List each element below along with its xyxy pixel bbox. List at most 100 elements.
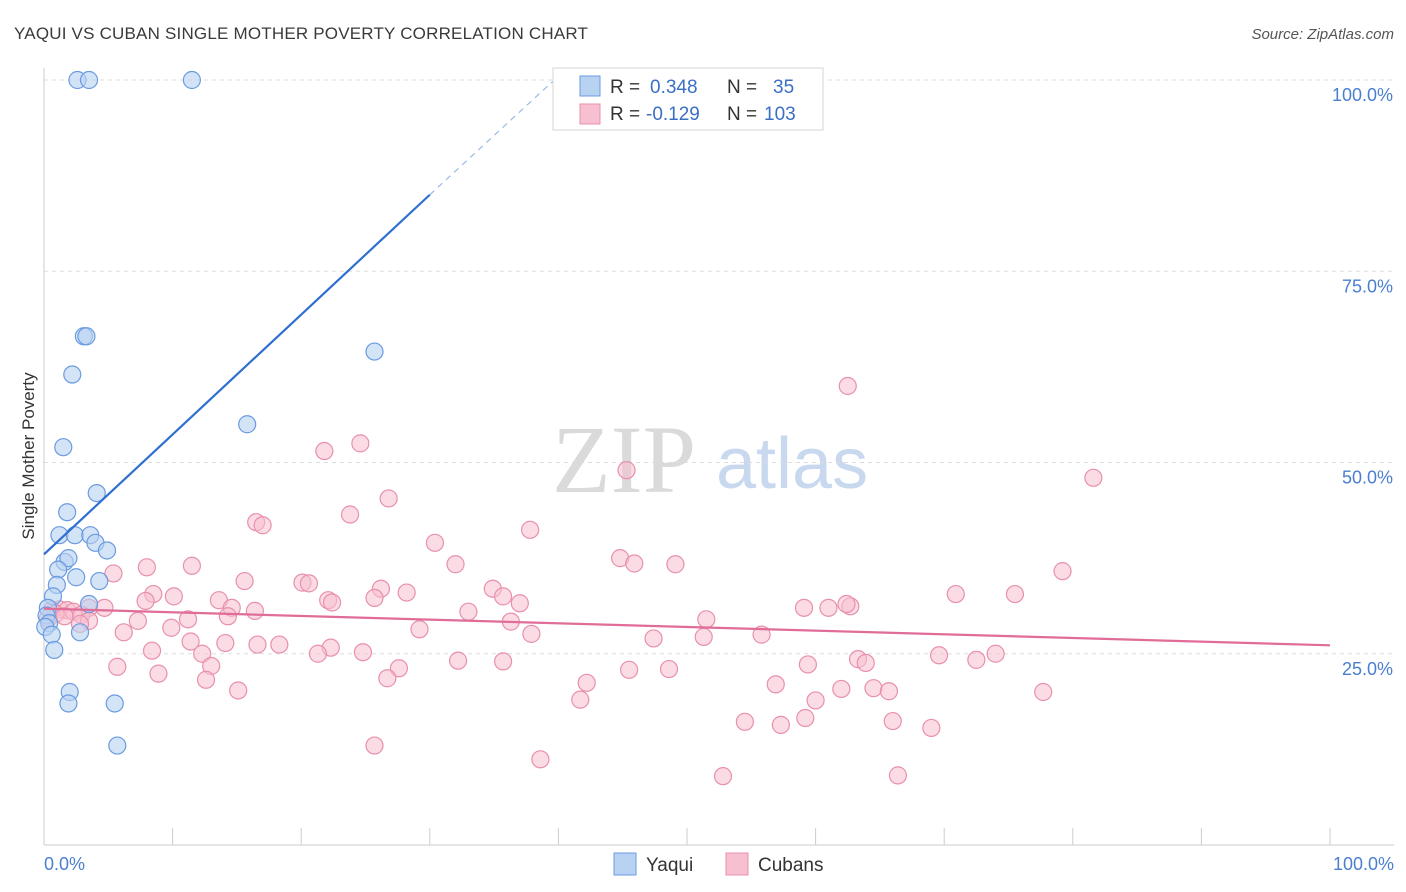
cubans-point	[446, 555, 465, 574]
cubans-point	[216, 633, 235, 653]
series-yaqui	[36, 70, 384, 755]
cubans-point	[838, 376, 857, 396]
cubans-point	[136, 591, 155, 611]
x-tick-label-max: 100.0%	[1333, 854, 1394, 874]
cubans-point	[617, 461, 636, 480]
watermark-atlas: atlas	[716, 424, 868, 504]
watermark: ZIP atlas	[552, 406, 868, 513]
cubans-point	[128, 611, 147, 630]
yaqui-point	[182, 70, 201, 90]
cubans-point	[625, 554, 644, 573]
cubans-point	[967, 650, 986, 669]
cubans-point	[494, 652, 513, 671]
cubans-point	[735, 712, 754, 731]
y-tick-label: 25.0%	[1342, 659, 1393, 679]
cubans-point	[620, 660, 639, 679]
cubans-point	[794, 598, 814, 617]
cubans-point	[494, 587, 513, 606]
trend-lines	[43, 75, 1331, 647]
cubans-point	[798, 655, 817, 674]
yaqui-point	[97, 541, 117, 560]
y-axis-tick-labels: 25.0% 50.0% 75.0% 100.0%	[1332, 85, 1393, 679]
cubans-point	[322, 593, 342, 612]
x-tick-label-min: 0.0%	[44, 854, 85, 874]
cubans-point	[229, 681, 248, 700]
cubans-point	[864, 679, 883, 698]
cubans-point	[879, 682, 899, 701]
cubans-point	[245, 601, 265, 621]
cubans-point	[883, 711, 902, 731]
yaqui-point	[79, 594, 99, 614]
cubans-point	[137, 558, 156, 577]
cubans-point	[108, 657, 127, 676]
cubans-point	[922, 718, 941, 738]
yaqui-point	[65, 526, 84, 545]
cubans-point	[666, 555, 685, 574]
cubans-point	[299, 574, 319, 593]
cubans-point	[694, 627, 713, 647]
cubans-point	[235, 571, 254, 591]
yaqui-point	[59, 694, 78, 713]
y-tick-label: 50.0%	[1342, 468, 1393, 488]
legend-swatch-yaqui	[579, 75, 601, 97]
yaqui-point	[365, 342, 384, 361]
legend-cubans-n-label: N =	[727, 104, 757, 125]
y-axis-title: Single Mother Poverty	[19, 372, 38, 540]
legend-cubans-r-value: -0.129	[646, 104, 700, 125]
bottom-legend-swatch-yaqui	[613, 852, 637, 876]
cubans-point	[1053, 562, 1072, 581]
cubans-point	[182, 556, 201, 575]
cubans-point	[162, 618, 181, 637]
cubans-point	[986, 644, 1005, 663]
cubans-point	[806, 691, 825, 710]
legend-yaqui-r-label: R =	[610, 77, 640, 98]
yaqui-point	[90, 571, 109, 591]
yaqui-point	[54, 438, 73, 457]
cubans-point	[142, 641, 162, 660]
cubans-point	[659, 659, 679, 679]
cubans-point	[365, 736, 384, 755]
correlation-legend: R = 0.348 N = 35 R = -0.129 N = 103	[552, 67, 824, 131]
cubans-point	[308, 644, 328, 663]
cubans-point	[531, 750, 550, 769]
cubans-point	[114, 623, 133, 642]
yaqui-point	[87, 484, 106, 503]
watermark-zip: ZIP	[552, 406, 696, 513]
yaqui-point	[77, 327, 96, 346]
cubans-point	[766, 675, 785, 694]
yaqui-point	[63, 365, 82, 384]
cubans-point	[521, 520, 540, 539]
cubans-point	[351, 434, 370, 453]
cubans-point	[856, 653, 875, 673]
cubans-point	[353, 643, 373, 662]
chart-title: YAQUI VS CUBAN SINGLE MOTHER POVERTY COR…	[14, 24, 588, 43]
cubans-point	[365, 588, 384, 608]
cubans-point	[888, 766, 908, 785]
cubans-point	[378, 669, 397, 688]
yaqui-point	[58, 503, 77, 522]
bottom-legend-cubans: Cubans	[758, 855, 824, 876]
cubans-point	[389, 659, 409, 678]
cubans-point	[248, 635, 267, 654]
cubans-point	[218, 607, 237, 626]
cubans-trend-line	[43, 607, 1331, 647]
chart-source: Source: ZipAtlas.com	[1251, 26, 1394, 43]
cubans-point	[752, 625, 771, 644]
cubans-point	[340, 505, 360, 524]
cubans-point	[104, 564, 123, 583]
bottom-legend-yaqui: Yaqui	[646, 855, 693, 876]
yaqui-point	[59, 549, 78, 568]
yaqui-point	[79, 70, 99, 90]
cubans-point	[410, 620, 429, 639]
cubans-point	[644, 629, 663, 648]
cubans-point	[459, 602, 478, 621]
cubans-point	[577, 673, 596, 692]
cubans-point	[448, 651, 468, 670]
cubans-point	[1005, 584, 1025, 604]
yaqui-point	[45, 640, 64, 660]
cubans-point	[510, 594, 529, 613]
cubans-point	[522, 624, 541, 643]
cubans-point	[193, 644, 212, 663]
cubans-point	[796, 708, 815, 728]
